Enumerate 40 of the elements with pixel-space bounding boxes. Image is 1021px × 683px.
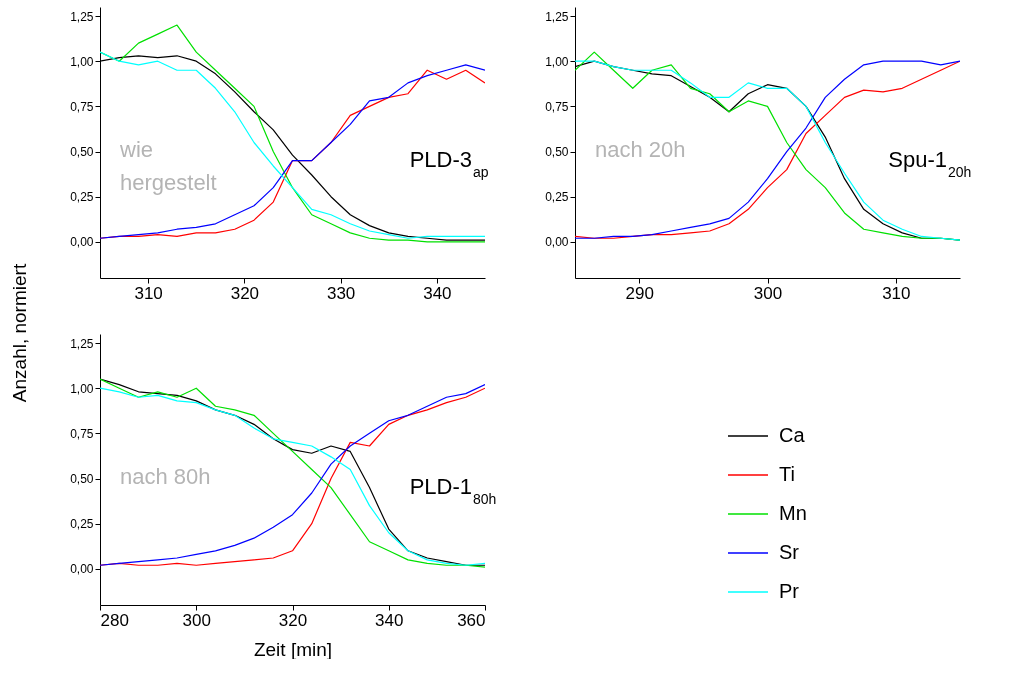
x-tick-label: 340 — [423, 283, 452, 303]
x-tick-label: 300 — [753, 283, 783, 303]
annotation: nach 20h — [595, 137, 686, 162]
y-tick-label: 0,75 — [70, 426, 94, 441]
y-tick-label: 0,00 — [70, 562, 94, 577]
y-tick-label: 0,00 — [545, 235, 569, 250]
y-tick-label: 0,25 — [70, 190, 94, 205]
x-tick-label: 280 — [100, 610, 129, 630]
y-tick-label: 1,25 — [70, 336, 94, 351]
annotation: wie hergestelt — [119, 137, 217, 195]
y-tick-label: 0,50 — [70, 472, 94, 487]
annotation: nach 80h — [120, 464, 211, 489]
y-tick-label: 1,00 — [70, 54, 94, 69]
legend-label: Pr — [779, 580, 800, 602]
x-tick-label: 290 — [625, 283, 654, 303]
x-tick-label: 300 — [182, 610, 211, 630]
x-tick-label: 360 — [457, 610, 486, 630]
y-tick-label: 1,00 — [545, 54, 569, 69]
y-axis-title: Anzahl, normiert — [8, 263, 30, 403]
x-tick-label: 310 — [882, 283, 911, 303]
y-tick-label: 1,25 — [70, 9, 94, 24]
legend-label: Ti — [779, 463, 795, 485]
legend-label: Mn — [779, 502, 807, 524]
y-tick-label: 0,25 — [545, 190, 569, 205]
x-axis-title: Zeit [min] — [253, 638, 333, 660]
y-tick-label: 0,75 — [70, 99, 94, 114]
x-tick-label: 320 — [278, 610, 308, 630]
y-tick-label: 0,00 — [70, 235, 94, 250]
legend-label: Sr — [779, 541, 800, 563]
x-tick-label: 320 — [230, 283, 260, 303]
y-tick-label: 1,25 — [545, 9, 569, 24]
y-tick-label: 0,25 — [70, 517, 94, 532]
x-tick-label: 340 — [375, 610, 404, 630]
y-tick-label: 0,50 — [70, 145, 94, 160]
y-tick-label: 0,50 — [545, 145, 569, 160]
y-tick-label: 0,75 — [545, 99, 569, 114]
x-tick-label: 310 — [134, 283, 163, 303]
y-tick-label: 1,00 — [70, 381, 94, 396]
legend-label: Ca — [779, 424, 806, 446]
x-tick-label: 330 — [326, 283, 356, 303]
